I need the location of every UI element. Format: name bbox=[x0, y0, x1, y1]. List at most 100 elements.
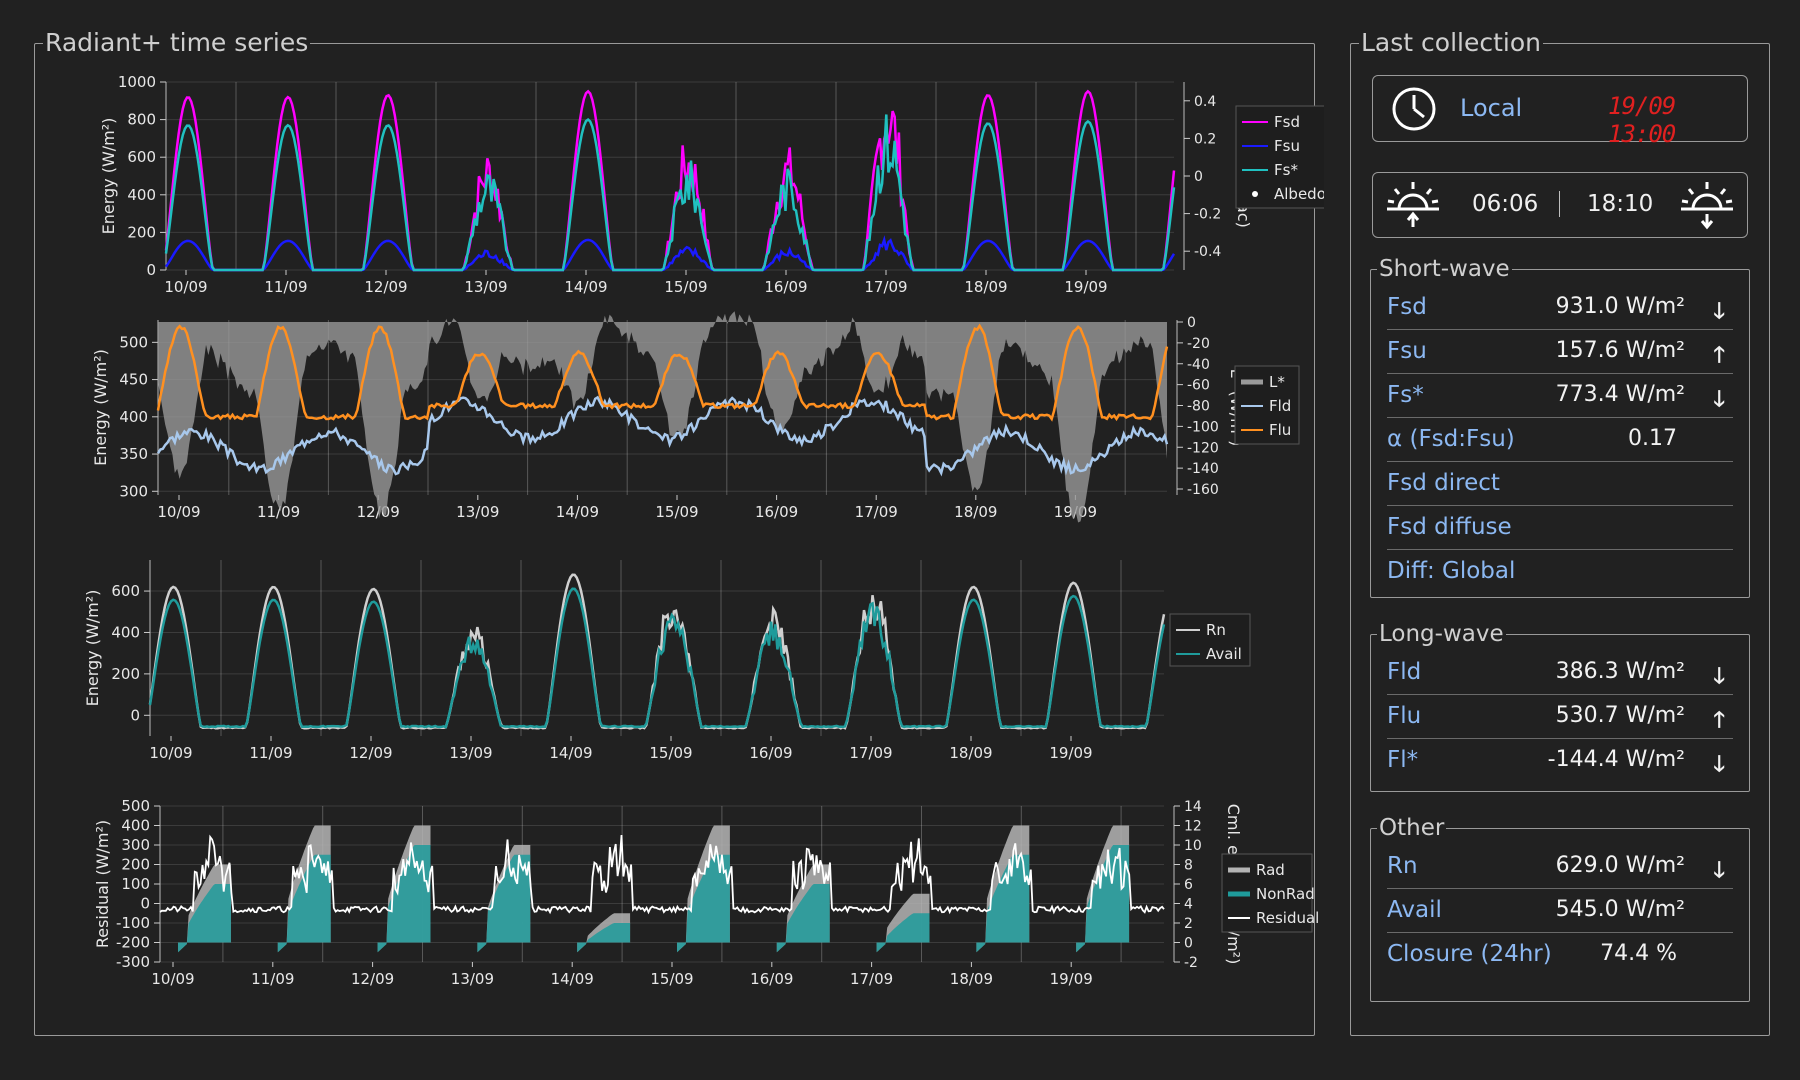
last-collection-panel: Last collection bbox=[1350, 30, 1770, 1036]
x-tick-label: 19/09 bbox=[1049, 744, 1092, 762]
y2-tick-label: 0.4 bbox=[1194, 94, 1216, 110]
longwave-group: Long-wave Fld 386.3 W/m² 🡓 Flu 530.7 W/m² 🡑 Fl… bbox=[1370, 621, 1750, 792]
x-tick-label: 18/09 bbox=[954, 503, 997, 521]
legend-label: Fld bbox=[1269, 397, 1291, 415]
series-line-Fld bbox=[156, 395, 1169, 477]
x-tick-label: 10/09 bbox=[164, 278, 207, 296]
y-tick-label: -100 bbox=[116, 914, 150, 932]
y-tick-label: -200 bbox=[116, 934, 150, 952]
y2-tick-label: 0 bbox=[1187, 315, 1196, 331]
x-tick-label: 14/09 bbox=[556, 503, 599, 521]
x-tick-label: 17/09 bbox=[850, 970, 893, 988]
y2-tick-label: -140 bbox=[1187, 461, 1219, 477]
shortwave-group: Short-wave Fsd 931.0 W/m² 🡓 Fsu 157.6 W/m² 🡑 F… bbox=[1370, 256, 1750, 598]
x-tick-label: 12/09 bbox=[364, 278, 407, 296]
value-label: Diff: Global bbox=[1387, 558, 1516, 584]
y2-tick-label: 2 bbox=[1184, 916, 1193, 932]
y2-tick-label: -100 bbox=[1187, 419, 1219, 435]
x-tick-label: 17/09 bbox=[849, 744, 892, 762]
x-tick-label: 11/09 bbox=[257, 503, 300, 521]
x-tick-label: 13/09 bbox=[449, 744, 492, 762]
x-tick-label: 10/09 bbox=[149, 744, 192, 762]
arrow-down-icon: 🡓 bbox=[1713, 664, 1725, 689]
value-label: Flu bbox=[1387, 703, 1422, 729]
legend-label: Fsu bbox=[1274, 137, 1300, 155]
last-collection-title: Last collection bbox=[1361, 28, 1541, 57]
timeseries-title: Radiant+ time series bbox=[45, 28, 309, 57]
x-tick-label: 14/09 bbox=[549, 744, 592, 762]
sun-times-panel: 06:06 18:10 bbox=[1372, 172, 1748, 238]
y-tick-label: 300 bbox=[119, 482, 148, 500]
y2-tick-label: 14 bbox=[1184, 799, 1202, 815]
y-axis-label: Energy (W/m²) bbox=[83, 590, 102, 707]
value-reading: 0.17 bbox=[1628, 426, 1677, 451]
arrow-down-icon: 🡓 bbox=[1713, 387, 1725, 412]
value-label: Fl* bbox=[1387, 747, 1419, 773]
y-tick-label: 600 bbox=[111, 582, 140, 600]
shortwave-title: Short-wave bbox=[1379, 256, 1510, 282]
sunrise-time: 06:06 bbox=[1472, 191, 1539, 217]
other-group: Other Rn 629.0 W/m² 🡓 Avail 545.0 W/m² Closur… bbox=[1370, 815, 1750, 1002]
series-area-NonRad bbox=[876, 913, 930, 953]
legend-label: Rn bbox=[1206, 621, 1226, 639]
arrow-down-icon: 🡓 bbox=[1713, 752, 1725, 777]
x-tick-label: 18/09 bbox=[964, 278, 1007, 296]
value-label: Fsd diffuse bbox=[1387, 514, 1512, 540]
y-tick-label: 1000 bbox=[118, 73, 156, 91]
y-tick-label: 0 bbox=[140, 895, 150, 913]
y2-tick-label: 8 bbox=[1184, 858, 1193, 874]
local-time-panel: Local 19/09 13:00 bbox=[1372, 75, 1748, 148]
x-tick-label: 12/09 bbox=[351, 970, 394, 988]
arrow-up-icon: 🡑 bbox=[1713, 708, 1725, 733]
value-label: Fsu bbox=[1387, 338, 1427, 364]
y2-tick-label: -160 bbox=[1187, 482, 1219, 498]
x-tick-label: 16/09 bbox=[749, 744, 792, 762]
series-area-L* bbox=[158, 311, 1167, 523]
series-line-Rn bbox=[148, 573, 1166, 730]
series-line-Residual bbox=[159, 834, 1165, 915]
value-reading: -144.4 W/m² bbox=[1547, 747, 1685, 772]
value-row: Fld 386.3 W/m² 🡓 bbox=[1387, 651, 1733, 695]
x-tick-label: 11/09 bbox=[264, 278, 307, 296]
value-row: Fs* 773.4 W/m² 🡓 bbox=[1387, 374, 1733, 418]
x-tick-label: 19/09 bbox=[1064, 278, 1107, 296]
y2-tick-label: 6 bbox=[1184, 877, 1193, 893]
value-row: Fsd direct bbox=[1387, 462, 1733, 506]
x-tick-label: 10/09 bbox=[151, 970, 194, 988]
legend-label: Fsd bbox=[1274, 113, 1300, 131]
y2-tick-label: 12 bbox=[1184, 819, 1202, 835]
y-axis-label: Residual (W/m²) bbox=[93, 820, 112, 948]
legend-label: L* bbox=[1269, 373, 1285, 391]
longwave-title: Long-wave bbox=[1379, 621, 1504, 647]
x-tick-label: 14/09 bbox=[564, 278, 607, 296]
x-tick-label: 18/09 bbox=[950, 970, 993, 988]
x-tick-label: 16/09 bbox=[764, 278, 807, 296]
y-tick-label: 0 bbox=[146, 261, 156, 279]
y-axis-label: Energy (W/m²) bbox=[99, 118, 118, 235]
legend-label: Residual bbox=[1256, 909, 1319, 927]
value-reading: 931.0 W/m² bbox=[1555, 294, 1685, 319]
other-rows: Rn 629.0 W/m² 🡓 Avail 545.0 W/m² Closure (24h… bbox=[1371, 841, 1749, 977]
value-label: α (Fsd:Fsu) bbox=[1387, 426, 1515, 452]
y-tick-label: 450 bbox=[119, 371, 148, 389]
y-tick-label: 600 bbox=[127, 148, 156, 166]
y-tick-label: 100 bbox=[121, 875, 150, 893]
x-tick-label: 15/09 bbox=[664, 278, 707, 296]
arrow-up-icon: 🡑 bbox=[1713, 343, 1725, 368]
sunset-time: 18:10 bbox=[1587, 191, 1654, 217]
x-tick-label: 13/09 bbox=[464, 278, 507, 296]
other-title: Other bbox=[1379, 815, 1445, 841]
value-row: α (Fsd:Fsu) 0.17 bbox=[1387, 418, 1733, 462]
series-area-NonRad bbox=[776, 884, 830, 953]
y2-tick-label: -0.4 bbox=[1194, 244, 1221, 260]
y-tick-label: 200 bbox=[121, 856, 150, 874]
x-tick-label: 15/09 bbox=[650, 970, 693, 988]
sunset-icon bbox=[1681, 182, 1733, 230]
value-reading: 74.4 % bbox=[1600, 941, 1677, 966]
x-tick-label: 12/09 bbox=[357, 503, 400, 521]
y2-tick-label: 10 bbox=[1184, 838, 1202, 854]
y2-tick-label: -60 bbox=[1187, 378, 1210, 394]
clock-icon bbox=[1392, 87, 1436, 131]
x-tick-label: 14/09 bbox=[551, 970, 594, 988]
